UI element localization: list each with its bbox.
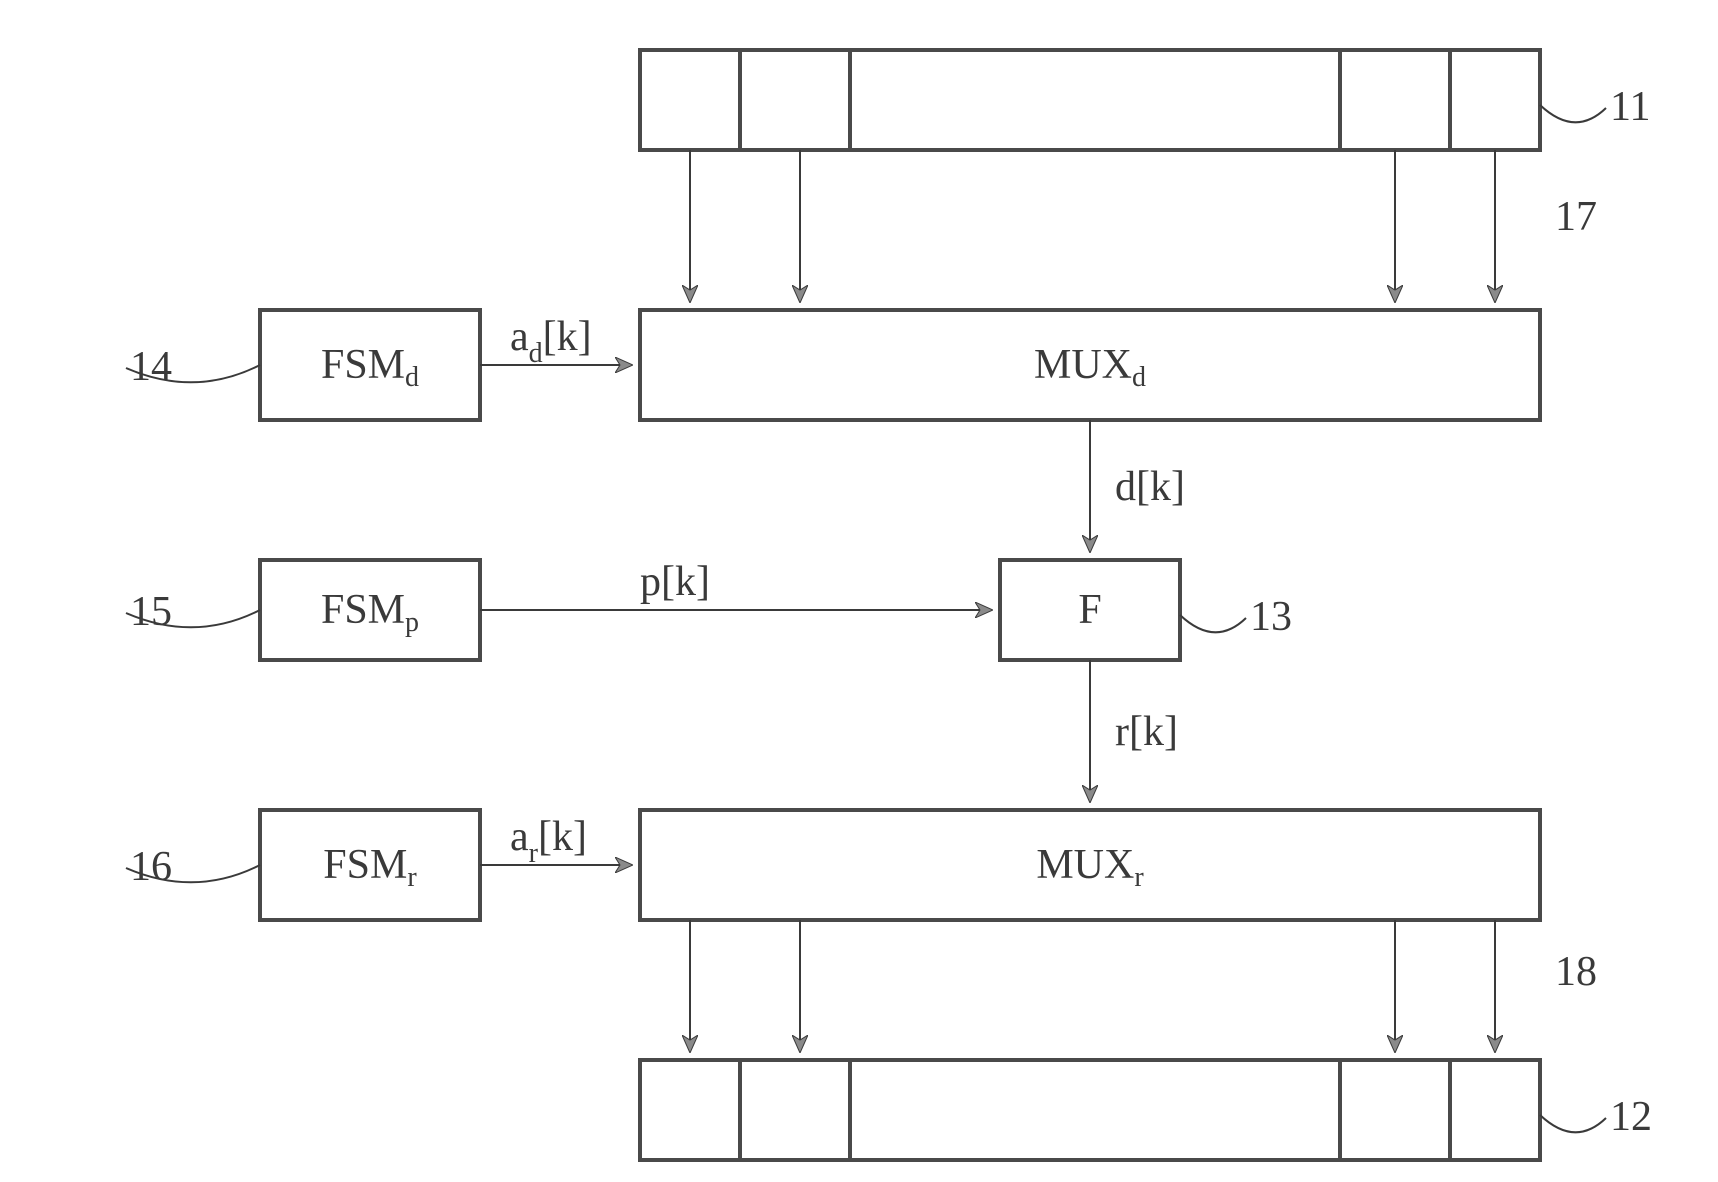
- block-label: FSMr: [323, 842, 417, 893]
- ref-label-16: 16: [130, 844, 172, 890]
- block-label: F: [1078, 587, 1101, 633]
- block-label: MUXd: [1034, 342, 1146, 393]
- ref-label-18: 18: [1555, 949, 1597, 995]
- block-mux_d: MUXd: [640, 310, 1540, 420]
- block-label: MUXr: [1036, 842, 1144, 893]
- block-reg_top: [640, 50, 1540, 150]
- signal-label-pk: p[k]: [640, 559, 710, 605]
- block-label: FSMd: [321, 342, 419, 393]
- ref-label-11: 11: [1610, 84, 1650, 130]
- ref-label-15: 15: [130, 589, 172, 635]
- signal-label-rk: r[k]: [1115, 709, 1178, 755]
- ref-tick-12: [1540, 1115, 1606, 1132]
- ref-label-14: 14: [130, 344, 172, 390]
- ref-tick-11: [1540, 105, 1606, 122]
- signal-label-ad: ad[k]: [510, 314, 592, 369]
- block-mux_r: MUXr: [640, 810, 1540, 920]
- block-F: F: [1000, 560, 1180, 660]
- block-reg_bot: [640, 1060, 1540, 1160]
- ref-label-12: 12: [1610, 1094, 1652, 1140]
- signal-label-dk: d[k]: [1115, 464, 1185, 510]
- ref-label-17: 17: [1555, 194, 1597, 240]
- ref-label-13: 13: [1250, 594, 1292, 640]
- ref-tick-13: [1180, 615, 1246, 632]
- block-fsm_d: FSMd: [260, 310, 480, 420]
- diagram-canvas: MUXd FSMd F FSMp MUXr FSMr ad[k] p[k] d[k] r[k] ar…: [0, 0, 1718, 1182]
- block-label: FSMp: [321, 587, 419, 638]
- block-fsm_r: FSMr: [260, 810, 480, 920]
- block-fsm_p: FSMp: [260, 560, 480, 660]
- signal-label-ar: ar[k]: [510, 814, 587, 869]
